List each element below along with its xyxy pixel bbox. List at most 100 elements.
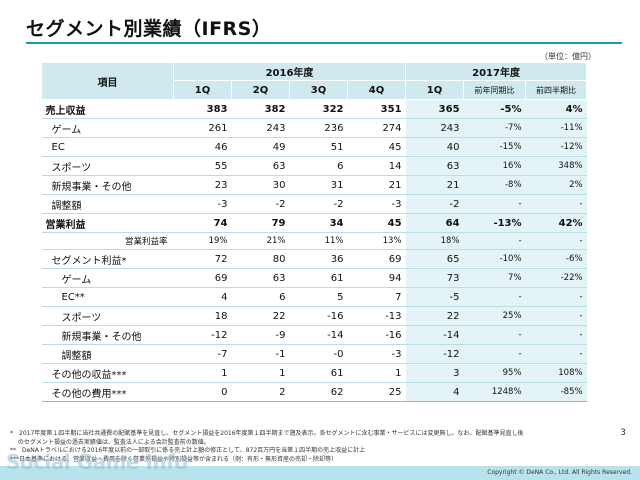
header-q4-2016: 4Q: [346, 80, 407, 100]
cell-value: 62: [289, 382, 348, 402]
table-row: その他の収益*** 1 1 61 1 3 95% 108%: [41, 363, 587, 383]
cell-value: -5: [405, 287, 464, 307]
cell-yoy: -13%: [463, 213, 526, 233]
cell-value: 4: [405, 382, 464, 402]
cell-qoq: 348%: [525, 156, 587, 176]
cell-value: 382: [231, 99, 290, 119]
table-row: ゲーム 69 63 61 94 73 7% -22%: [41, 268, 587, 288]
cell-value: -12: [173, 325, 232, 345]
row-label: 売上収益: [41, 99, 174, 119]
cell-value: 34: [289, 213, 348, 233]
cell-qoq: -: [525, 232, 587, 250]
cell-value: -1: [231, 344, 290, 364]
cell-value: 69: [347, 249, 406, 269]
cell-value: -3: [347, 194, 406, 214]
watermark-logo: Social Game Info: [6, 450, 188, 474]
cell-value: 63: [405, 156, 464, 176]
cell-value: -2: [289, 194, 348, 214]
cell-yoy: -5%: [463, 99, 526, 119]
table-row: EC 46 49 51 45 40 -15% -12%: [41, 137, 587, 157]
cell-value: -14: [289, 325, 348, 345]
table-row: 営業利益 74 79 34 45 64 -13% 42%: [41, 213, 587, 233]
cell-yoy: 25%: [463, 306, 526, 326]
cell-value: 322: [289, 99, 348, 119]
row-label: スポーツ: [41, 306, 174, 326]
header-q3-2016: 3Q: [289, 80, 348, 100]
table-row: ゲーム 261 243 236 274 243 -7% -11%: [41, 118, 587, 138]
row-label: 調整額: [41, 344, 174, 364]
cell-value: 5: [289, 287, 348, 307]
footnote: ** DeNAトラベルにおける2016年度以前の一部取引に係る売上計上額の修正と…: [10, 447, 366, 454]
cell-value: 11%: [289, 232, 348, 250]
cell-value: -14: [405, 325, 464, 345]
cell-yoy: 95%: [463, 363, 526, 383]
cell-yoy: -7%: [463, 118, 526, 138]
cell-value: -7: [173, 344, 232, 364]
cell-value: -16: [289, 306, 348, 326]
cell-value: 94: [347, 268, 406, 288]
header-yoy: 前年同期比: [463, 80, 527, 100]
cell-value: 79: [231, 213, 290, 233]
cell-value: 21%: [231, 232, 290, 250]
cell-value: -12: [405, 344, 464, 364]
cell-yoy: -15%: [463, 137, 526, 157]
cell-value: 6: [231, 287, 290, 307]
cell-value: 65: [405, 249, 464, 269]
footer-bar: [0, 466, 640, 480]
cell-value: 61: [289, 363, 348, 383]
cell-qoq: -22%: [525, 268, 587, 288]
row-label: 営業利益: [41, 213, 174, 233]
row-label: セグメント利益*: [41, 249, 174, 269]
row-label: スポーツ: [41, 156, 174, 176]
row-label: その他の収益***: [41, 363, 174, 383]
segment-results-table-wrapper: 項目 2016年度 2017年度 1Q 2Q 3Q 4Q 1Q 前年同期比 前四…: [41, 62, 588, 402]
cell-value: 1: [347, 363, 406, 383]
row-label: ゲーム: [41, 268, 174, 288]
cell-value: 18%: [405, 232, 464, 250]
cell-qoq: 108%: [525, 363, 587, 383]
cell-value: -2: [405, 194, 464, 214]
cell-value: 23: [173, 175, 232, 195]
cell-value: 73: [405, 268, 464, 288]
cell-value: 22: [231, 306, 290, 326]
cell-value: 383: [173, 99, 232, 119]
cell-value: 19%: [173, 232, 232, 250]
cell-value: -0: [289, 344, 348, 364]
cell-value: 80: [231, 249, 290, 269]
cell-qoq: -85%: [525, 382, 587, 402]
table-row: EC** 4 6 5 7 -5 - -: [41, 287, 587, 307]
segment-results-table: 項目 2016年度 2017年度 1Q 2Q 3Q 4Q 1Q 前年同期比 前四…: [41, 62, 588, 402]
cell-value: -9: [231, 325, 290, 345]
title-underline: [26, 42, 622, 44]
cell-value: 0: [173, 382, 232, 402]
row-label: 調整額: [41, 194, 174, 214]
page-title: セグメント別業績（IFRS）: [26, 18, 272, 40]
cell-value: 31: [289, 175, 348, 195]
cell-yoy: -: [463, 344, 526, 364]
header-q2-2016: 2Q: [231, 80, 290, 100]
cell-value: 365: [405, 99, 464, 119]
cell-value: -3: [173, 194, 232, 214]
cell-yoy: -: [463, 232, 526, 250]
cell-qoq: -12%: [525, 137, 587, 157]
row-label: EC: [41, 137, 174, 157]
cell-yoy: 7%: [463, 268, 526, 288]
cell-value: 1: [173, 363, 232, 383]
cell-value: 236: [289, 118, 348, 138]
cell-yoy: -10%: [463, 249, 526, 269]
copyright-text: Copyright © DeNA Co., Ltd. All Rights Re…: [487, 469, 632, 476]
row-label: 新規事業・その他: [41, 325, 174, 345]
cell-value: 63: [231, 268, 290, 288]
footnote: ***日本基準における、営業収益・費用を除く営業外損益や特別損益等が含まれる（例…: [10, 455, 338, 463]
cell-value: 69: [173, 268, 232, 288]
table-row: 調整額 -3 -2 -2 -3 -2 - -: [41, 194, 587, 214]
cell-value: 51: [289, 137, 348, 157]
cell-value: 3: [405, 363, 464, 383]
cell-value: 21: [405, 175, 464, 195]
cell-value: 6: [289, 156, 348, 176]
table-row: 営業利益率 19% 21% 11% 13% 18% - -: [41, 232, 587, 250]
row-label: その他の費用***: [41, 382, 174, 402]
header-item: 項目: [41, 62, 174, 100]
cell-qoq: 2%: [525, 175, 587, 195]
cell-value: 72: [173, 249, 232, 269]
